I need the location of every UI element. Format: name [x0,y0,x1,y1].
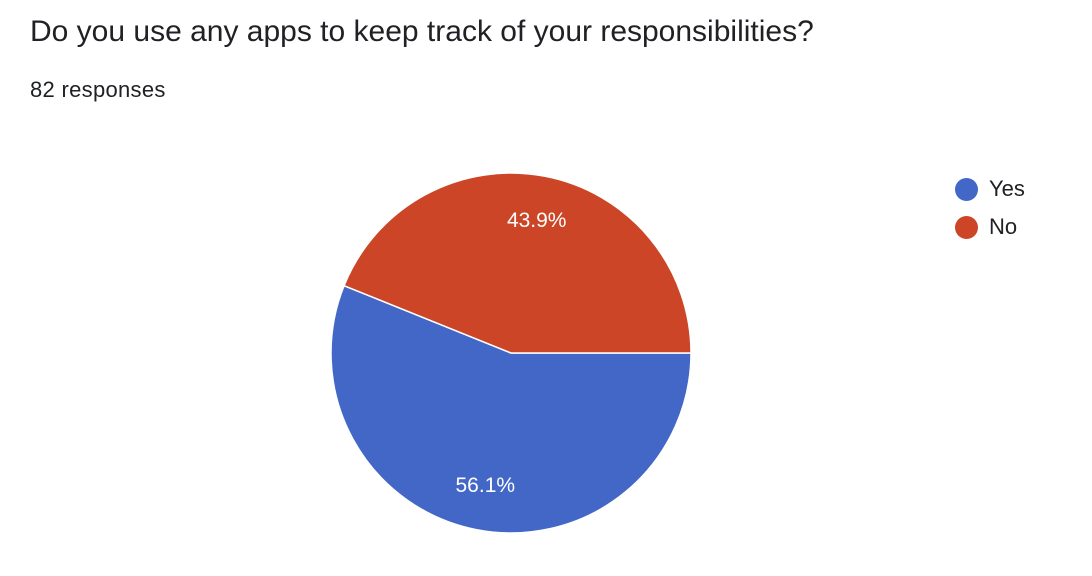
pie-slice-yes[interactable] [330,284,692,534]
legend-label-yes: Yes [989,176,1025,201]
slice-label-yes: 56.1% [456,474,516,497]
legend-label-no: No [989,214,1018,239]
chart-legend: Yes No [955,170,1025,246]
legend-item-no[interactable]: No [955,208,1025,246]
slice-label-no: 43.9% [507,209,567,232]
pie-slice-no[interactable] [343,172,692,354]
legend-swatch-no [955,215,978,239]
legend-item-yes[interactable]: Yes [955,170,1025,208]
legend-swatch-yes [955,177,978,201]
question-title: Do you use any apps to keep track of you… [30,15,814,48]
response-count: 82 responses [30,77,166,102]
